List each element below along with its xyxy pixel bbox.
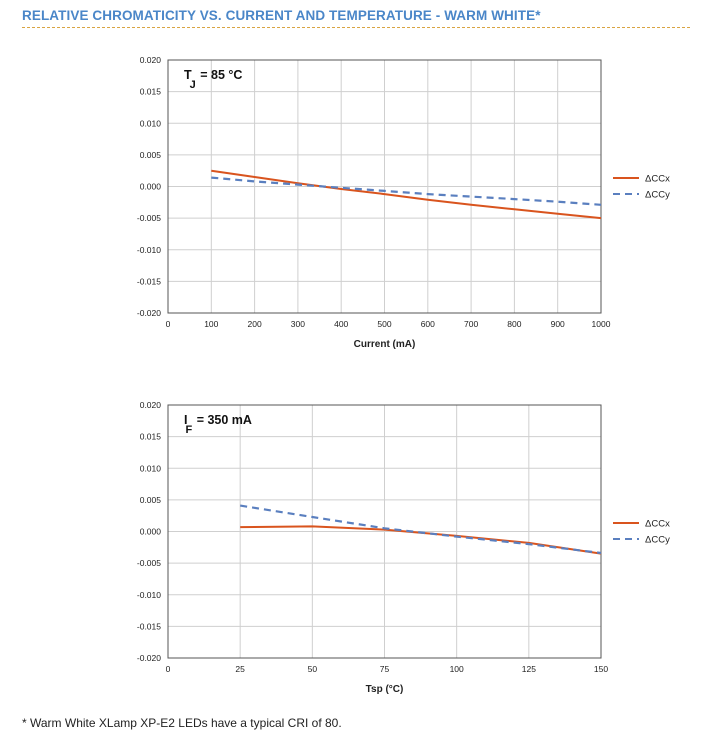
annotation-rest: = 85 °C: [197, 68, 243, 82]
y-tick-label: 0.000: [140, 182, 162, 192]
plot-frame: [167, 59, 602, 314]
chart-temperature-svg: 0.020 0.015 0.010 0.005 0.000 -0.005 -0.010 -0.…: [137, 400, 670, 695]
y-tick-label: -0.020: [137, 308, 161, 318]
legend-label: ΔCCy: [645, 535, 670, 546]
chart-current: 0.020 0.015 0.010 0.005 0.000 -0.005 -0.010 -0.…: [0, 42, 712, 362]
y-tick-label: 0.020: [140, 400, 162, 410]
y-tick-label: 0.005: [140, 150, 162, 160]
x-tick-label: 800: [507, 319, 521, 329]
x-tick-label: 125: [522, 664, 536, 674]
y-tick-label: 0.020: [140, 55, 162, 65]
x-tick-label: 50: [308, 664, 318, 674]
x-tick-label: 1000: [592, 319, 611, 329]
x-tick-label: 900: [551, 319, 565, 329]
footnote: * Warm White XLamp XP-E2 LEDs have a typ…: [22, 716, 342, 730]
y-tick-label: -0.005: [137, 558, 161, 568]
y-tick-label: 0.010: [140, 118, 162, 128]
legend-label: ΔCCx: [645, 174, 670, 185]
y-tick-label: -0.010: [137, 245, 161, 255]
x-tick-label: 0: [166, 664, 171, 674]
annotation-main: T: [184, 68, 192, 82]
x-tick-label: 300: [291, 319, 305, 329]
legend-label: ΔCCy: [645, 190, 670, 201]
x-tick-label: 700: [464, 319, 478, 329]
x-tick-label: 500: [377, 319, 391, 329]
plot-frame: [167, 404, 602, 659]
chart-temperature: 0.020 0.015 0.010 0.005 0.000 -0.005 -0.010 -0.…: [0, 387, 712, 707]
chart-current-svg: 0.020 0.015 0.010 0.005 0.000 -0.005 -0.010 -0.…: [137, 55, 670, 350]
page-title: RELATIVE CHROMATICITY VS. CURRENT AND TE…: [22, 8, 541, 23]
series-line-ccx: [211, 169, 602, 220]
y-tick-label: 0.000: [140, 527, 162, 537]
x-axis-label: Tsp (°C): [366, 684, 404, 695]
y-tick-label: 0.005: [140, 495, 162, 505]
legend-label: ΔCCx: [645, 519, 670, 530]
y-tick-label: -0.015: [137, 621, 161, 631]
x-tick-label: 600: [421, 319, 435, 329]
x-tick-label: 200: [248, 319, 262, 329]
series-line-ccy: [211, 176, 602, 206]
annotation-main: I: [184, 413, 187, 427]
y-tick-label: 0.015: [140, 432, 162, 442]
x-tick-label: 75: [380, 664, 390, 674]
annotation-rest: = 350 mA: [193, 413, 252, 427]
x-tick-label: 0: [166, 319, 171, 329]
y-tick-label: -0.005: [137, 213, 161, 223]
y-tick-label: 0.010: [140, 463, 162, 473]
title-divider: [22, 27, 690, 28]
y-tick-label: -0.015: [137, 276, 161, 286]
x-tick-label: 25: [235, 664, 245, 674]
series-line-ccy: [240, 504, 602, 555]
x-tick-label: 100: [204, 319, 218, 329]
y-tick-label: -0.020: [137, 653, 161, 663]
x-tick-label: 100: [450, 664, 464, 674]
annotation-subscript: J: [190, 79, 196, 91]
x-tick-label: 400: [334, 319, 348, 329]
y-tick-label: -0.010: [137, 590, 161, 600]
annotation-subscript: F: [185, 424, 192, 436]
x-tick-label: 150: [594, 664, 608, 674]
y-tick-label: 0.015: [140, 87, 162, 97]
x-axis-label: Current (mA): [354, 339, 416, 350]
